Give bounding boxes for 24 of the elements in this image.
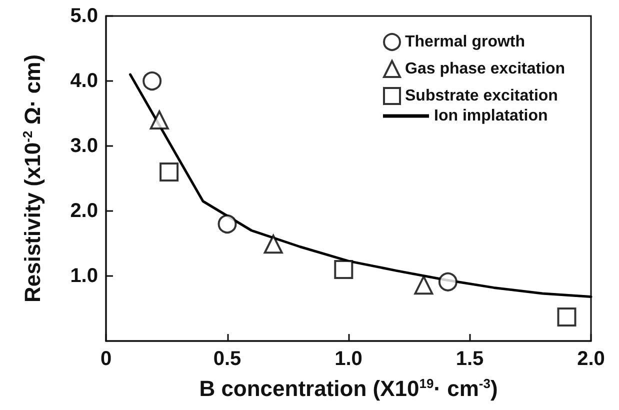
point xyxy=(557,307,576,326)
y-tick-label: 5.0 xyxy=(70,5,98,27)
y-tick-label: 4.0 xyxy=(70,70,98,92)
x-tick-label: 1.0 xyxy=(334,348,362,370)
point xyxy=(438,272,458,292)
legend-label: Substrate excitation xyxy=(405,88,558,104)
y-tick-label: 1.0 xyxy=(70,265,98,287)
point xyxy=(334,260,354,279)
legend-label: Thermal growth xyxy=(405,34,526,50)
point xyxy=(264,234,283,254)
point xyxy=(160,162,179,182)
point xyxy=(218,214,237,234)
y-tick-label: 3.0 xyxy=(70,135,98,157)
legend-label: Gas phase excitation xyxy=(405,60,566,78)
y-axis-title: Resistivity (x10-2 Ω· cm) xyxy=(20,54,45,303)
x-tick-label: 0 xyxy=(100,348,112,370)
point xyxy=(414,276,434,295)
x-tick-label: 0.5 xyxy=(213,348,242,370)
point xyxy=(150,110,169,130)
x-tick-label: 2.0 xyxy=(577,348,605,370)
y-tick-label: 2.0 xyxy=(70,200,98,222)
legend-label: Ion implatation xyxy=(434,108,548,124)
point xyxy=(142,72,162,90)
x-tick-label: 1.5 xyxy=(456,348,484,370)
